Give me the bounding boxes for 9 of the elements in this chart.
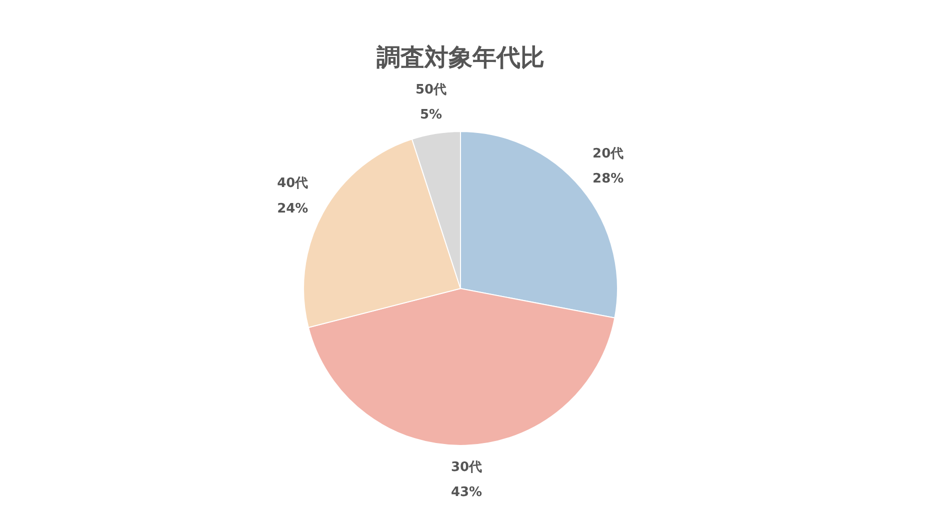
data-label: 43% [450,485,482,500]
slice-label: 20代 [592,146,624,162]
slice-label: 30代 [450,460,482,475]
slice-label: 40代 [277,176,308,192]
data-label: 28% [592,171,624,186]
data-label: 5% [420,107,442,122]
data-label: 24% [277,201,308,216]
chart-title: 調査対象年代比 [376,44,544,72]
slice-label: 50代 [415,82,447,98]
